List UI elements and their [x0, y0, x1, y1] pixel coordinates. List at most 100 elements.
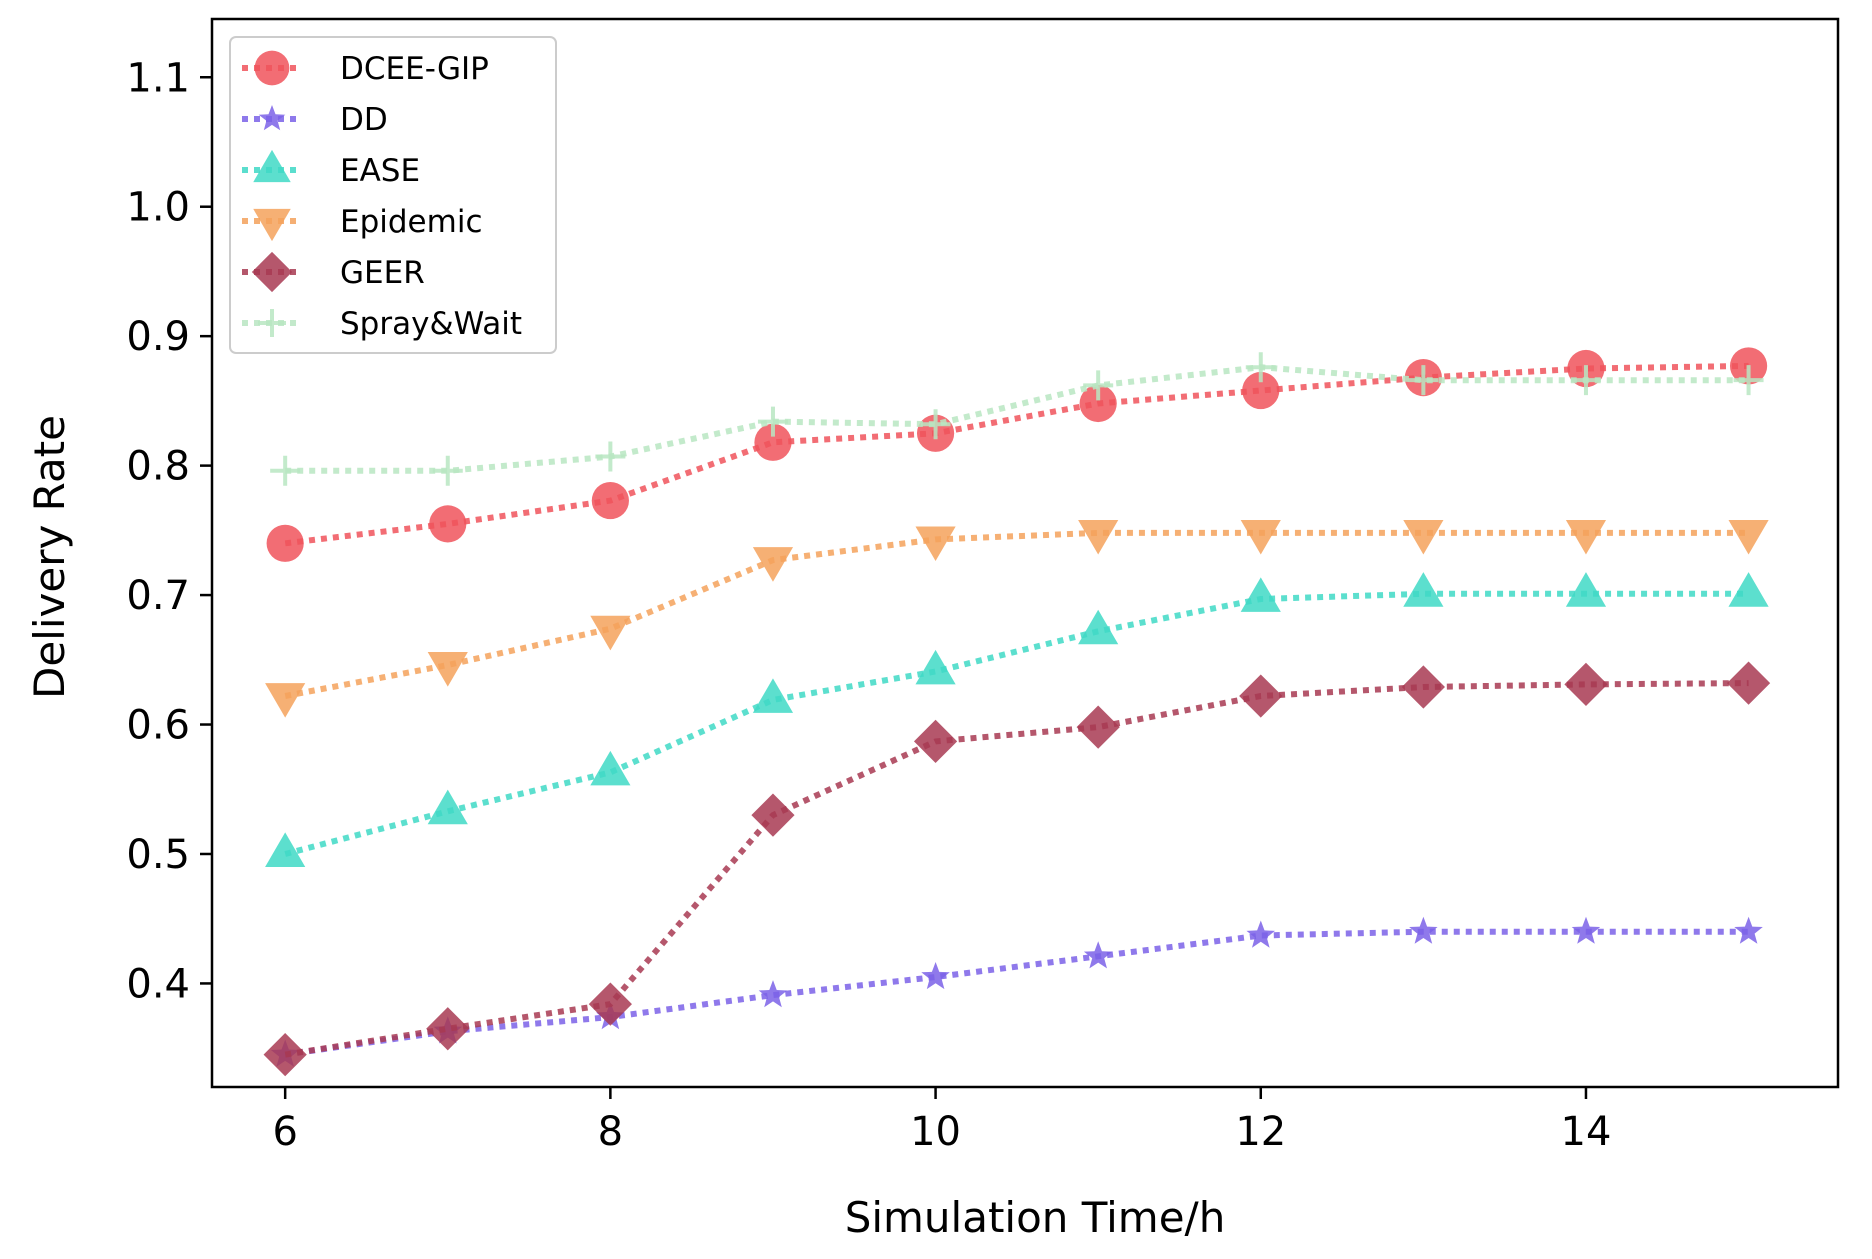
data-point-ease	[1240, 577, 1281, 612]
legend-entry-dd: DD	[242, 102, 388, 138]
series-spray-wait	[270, 352, 1764, 486]
data-point-geer	[1401, 665, 1445, 709]
y-tick-label: 0.5	[126, 832, 190, 878]
data-point-geer	[1076, 705, 1120, 749]
series-epidemic	[265, 519, 1769, 718]
data-point-epidemic	[1078, 519, 1119, 555]
data-point-geer	[751, 793, 795, 837]
data-point-geer	[913, 719, 958, 763]
data-point-spray-wait	[1570, 365, 1601, 396]
series-line-dcee-gip	[284, 362, 1749, 547]
data-point-geer	[1726, 661, 1771, 705]
legend-entry-geer: GEER	[242, 251, 425, 293]
data-point-dcee-gip	[266, 524, 304, 562]
data-point-ease	[590, 750, 631, 786]
data-point-dcee-gip	[591, 481, 629, 520]
data-point-spray-wait	[1083, 370, 1114, 401]
legend-label: EASE	[340, 153, 420, 189]
data-point-dd	[1083, 941, 1113, 969]
x-axis-label: Simulation Time/h	[845, 1193, 1226, 1242]
plot-frame	[210, 17, 1840, 1089]
x-tick-label: 14	[1561, 1109, 1612, 1155]
data-point-ease	[1728, 572, 1769, 607]
x-tick-label: 12	[1235, 1109, 1286, 1155]
data-point-ease	[1403, 572, 1444, 607]
data-point-ease	[752, 678, 794, 713]
data-point-spray-wait	[595, 441, 626, 472]
data-point-spray-wait	[432, 455, 463, 486]
data-point-geer	[1564, 662, 1608, 706]
legend: DCEE-GIP DD EASE Epidemic GEER Spray&Wait	[229, 36, 557, 354]
data-point-dd	[758, 980, 788, 1008]
data-point-ease	[265, 832, 306, 867]
data-point-spray-wait	[1245, 352, 1276, 383]
x-tick-label: 8	[598, 1109, 623, 1155]
data-point-epidemic	[265, 683, 306, 718]
data-point-dcee-gip	[1079, 384, 1117, 423]
data-point-epidemic	[590, 615, 631, 651]
legend-label: DD	[340, 102, 388, 138]
y-tick-label: 0.7	[126, 573, 190, 619]
y-tick-label: 1.1	[126, 55, 190, 101]
data-point-epidemic	[915, 526, 956, 562]
data-point-ease	[1078, 609, 1119, 645]
data-point-epidemic	[1565, 519, 1607, 555]
y-tick-label: 0.8	[126, 444, 190, 490]
series-geer	[263, 661, 1771, 1077]
data-point-ease	[915, 649, 956, 685]
legend-label: Spray&Wait	[340, 306, 522, 342]
legend-box	[229, 36, 557, 354]
data-point-dd	[1734, 916, 1763, 944]
data-point-dd	[921, 962, 950, 990]
data-point-geer	[263, 1033, 307, 1077]
data-point-geer	[1239, 674, 1283, 718]
legend-marker	[253, 149, 291, 183]
y-tick-label: 0.9	[126, 314, 190, 360]
legend-marker	[253, 208, 291, 242]
x-tick-label: 10	[910, 1109, 961, 1155]
series-line-epidemic	[284, 529, 1749, 699]
series-ease	[265, 572, 1769, 867]
y-tick-label: 0.4	[126, 961, 190, 1007]
series-line-spray-wait	[285, 364, 1749, 474]
data-point-dd	[1571, 916, 1601, 944]
data-point-spray-wait	[757, 406, 788, 437]
legend-entry-epidemic: Epidemic	[242, 204, 482, 242]
legend-label: GEER	[340, 255, 425, 291]
data-point-geer	[426, 1007, 470, 1051]
data-point-geer	[588, 982, 632, 1026]
legend-label: Epidemic	[340, 204, 482, 240]
legend-marker	[258, 105, 286, 131]
x-tick-label: 6	[272, 1109, 297, 1155]
legend-label: DCEE-GIP	[340, 51, 489, 87]
legend-marker	[251, 251, 293, 293]
data-point-spray-wait	[270, 455, 301, 486]
data-point-dd	[1246, 920, 1275, 948]
y-tick-label: 1.0	[126, 185, 190, 231]
y-axis-label: Delivery Rate	[25, 415, 74, 699]
data-point-epidemic	[1728, 519, 1769, 555]
y-tick-label: 0.6	[126, 703, 190, 749]
axes-layer: 6 8 10 12 14 0.4 0.5 0.6 0.7 0.8 0.9 1.0 1.1	[126, 17, 1840, 1155]
data-point-epidemic	[1240, 519, 1281, 555]
data-point-dcee-gip	[754, 423, 792, 461]
data-point-epidemic	[1403, 519, 1444, 555]
legend-marker	[258, 309, 286, 337]
data-point-dd	[1409, 916, 1438, 944]
legend-entry-ease: EASE	[242, 149, 420, 189]
data-point-ease	[1565, 572, 1607, 607]
legend-entry-spray-wait: Spray&Wait	[242, 306, 522, 342]
series-layer	[263, 347, 1771, 1077]
data-point-spray-wait	[1733, 365, 1764, 396]
data-point-spray-wait	[1408, 365, 1439, 396]
legend-marker	[254, 50, 290, 86]
data-point-ease	[427, 789, 468, 825]
data-point-spray-wait	[920, 409, 951, 440]
data-point-dcee-gip	[429, 505, 467, 543]
legend-entry-dcee-gip: DCEE-GIP	[242, 50, 489, 87]
data-point-epidemic	[752, 547, 794, 582]
data-point-epidemic	[427, 652, 468, 687]
data-point-dcee-gip	[1242, 371, 1280, 410]
series-line-dd	[284, 928, 1749, 1058]
